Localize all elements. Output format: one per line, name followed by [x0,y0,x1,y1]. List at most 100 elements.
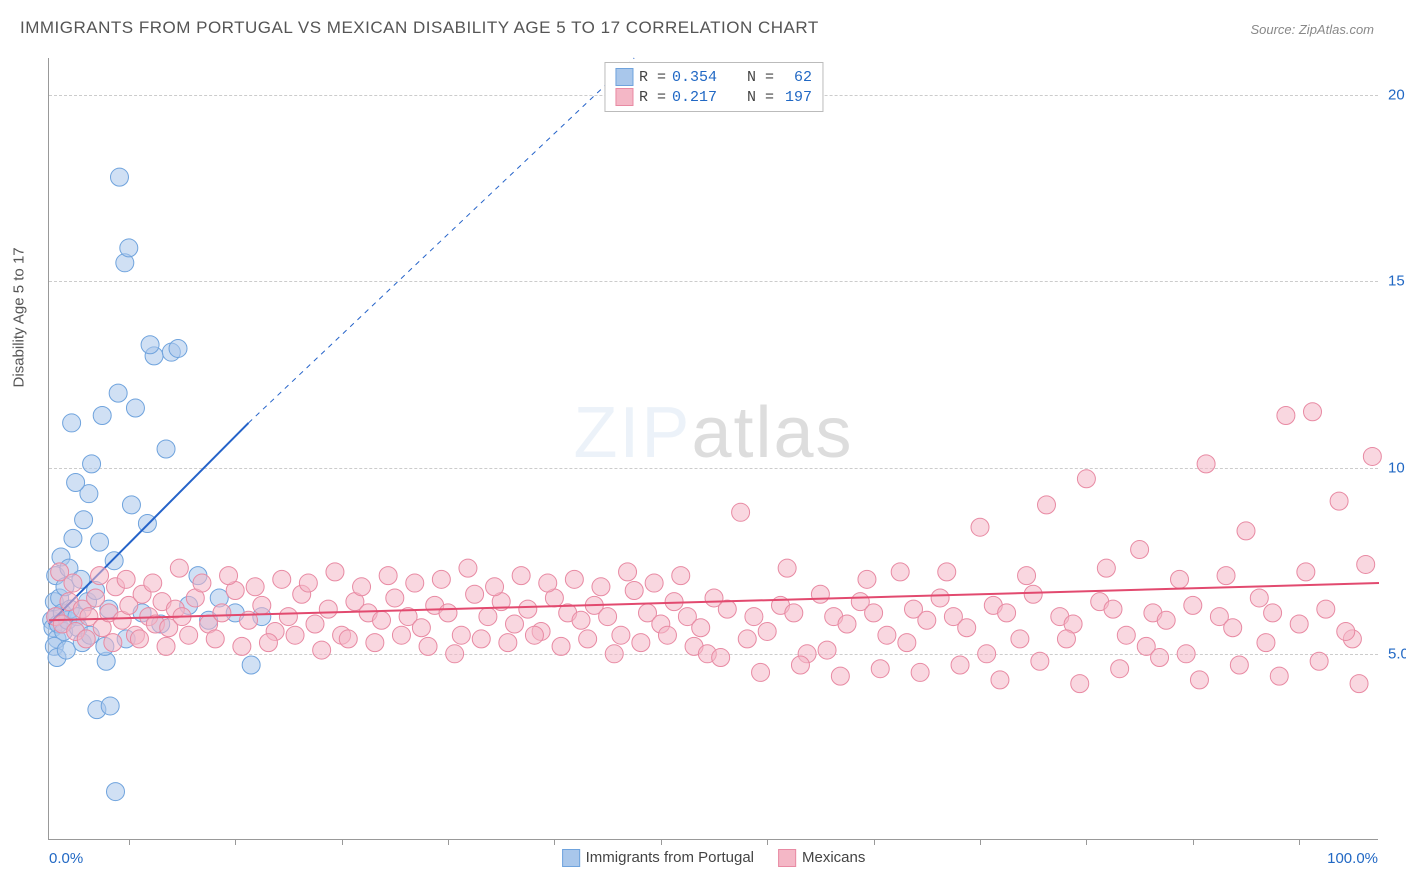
scatter-point [104,634,122,652]
legend-item: Mexicans [778,849,865,867]
scatter-point [64,574,82,592]
plot-area: ZIPatlas Disability Age 5 to 17 5.0%10.0… [48,58,1378,840]
x-axis-min-label: 0.0% [49,850,83,867]
scatter-point [1230,656,1248,674]
scatter-point [63,414,81,432]
scatter-point [572,611,590,629]
x-axis-max-label: 100.0% [1327,850,1378,867]
scatter-point [120,239,138,257]
scatter-point [1290,615,1308,633]
stats-row: R = 0.217 N = 197 [615,87,812,107]
scatter-point [1297,563,1315,581]
scatter-point [1077,470,1095,488]
scatter-point [57,641,75,659]
scatter-point [599,608,617,626]
scatter-point [911,663,929,681]
scatter-point [105,552,123,570]
scatter-point [838,615,856,633]
scatter-point [126,399,144,417]
source-attribution: Source: ZipAtlas.com [1250,22,1374,37]
scatter-point [831,667,849,685]
scatter-point [273,570,291,588]
scatter-point [1264,604,1282,622]
series-legend: Immigrants from PortugalMexicans [562,849,866,867]
scatter-point [539,574,557,592]
scatter-point [871,660,889,678]
scatter-point [778,559,796,577]
x-tick [129,839,130,845]
scatter-point [1177,645,1195,663]
scatter-point [1357,555,1375,573]
scatter-point [525,626,543,644]
x-tick [342,839,343,845]
scatter-point [645,574,663,592]
trend-line-dashed [249,58,635,423]
scatter-point [971,518,989,536]
x-tick [448,839,449,845]
scatter-point [339,630,357,648]
scatter-point [1011,630,1029,648]
scatter-point [313,641,331,659]
scatter-point [1038,496,1056,514]
scatter-point [519,600,537,618]
scatter-point [386,589,404,607]
scatter-point [1224,619,1242,637]
scatter-point [1190,671,1208,689]
scatter-point [246,578,264,596]
stats-legend-box: R = 0.354 N = 62R = 0.217 N = 197 [604,62,823,112]
scatter-point [366,634,384,652]
scatter-point [170,559,188,577]
scatter-point [632,634,650,652]
x-tick [874,839,875,845]
x-tick [1299,839,1300,845]
scatter-point [1310,652,1328,670]
chart-svg [49,58,1378,839]
scatter-point [373,611,391,629]
scatter-point [506,615,524,633]
scatter-point [101,697,119,715]
scatter-point [898,634,916,652]
scatter-point [1277,406,1295,424]
scatter-point [242,656,260,674]
scatter-point [169,339,187,357]
scatter-point [818,641,836,659]
scatter-point [213,604,231,622]
scatter-point [466,585,484,603]
scatter-point [117,570,135,588]
scatter-point [991,671,1009,689]
scatter-point [326,563,344,581]
scatter-point [878,626,896,644]
scatter-point [75,511,93,529]
scatter-point [658,626,676,644]
chart-title: IMMIGRANTS FROM PORTUGAL VS MEXICAN DISA… [20,18,819,38]
x-tick [980,839,981,845]
scatter-point [745,608,763,626]
scatter-point [1071,675,1089,693]
scatter-point [791,656,809,674]
legend-swatch [778,849,796,867]
scatter-point [672,567,690,585]
scatter-point [512,567,530,585]
scatter-point [259,634,277,652]
scatter-point [459,559,477,577]
scatter-point [253,596,271,614]
scatter-point [472,630,490,648]
scatter-point [785,604,803,622]
stats-row: R = 0.354 N = 62 [615,67,812,87]
scatter-point [592,578,610,596]
y-tick-label: 10.0% [1380,459,1406,476]
y-axis-title: Disability Age 5 to 17 [11,247,28,387]
scatter-point [1237,522,1255,540]
scatter-point [233,637,251,655]
scatter-point [306,615,324,633]
scatter-point [432,570,450,588]
scatter-point [412,619,430,637]
scatter-point [122,496,140,514]
scatter-point [1157,611,1175,629]
y-tick-label: 20.0% [1380,87,1406,104]
scatter-point [130,630,148,648]
scatter-point [1197,455,1215,473]
scatter-point [865,604,883,622]
legend-swatch [562,849,580,867]
scatter-point [91,567,109,585]
